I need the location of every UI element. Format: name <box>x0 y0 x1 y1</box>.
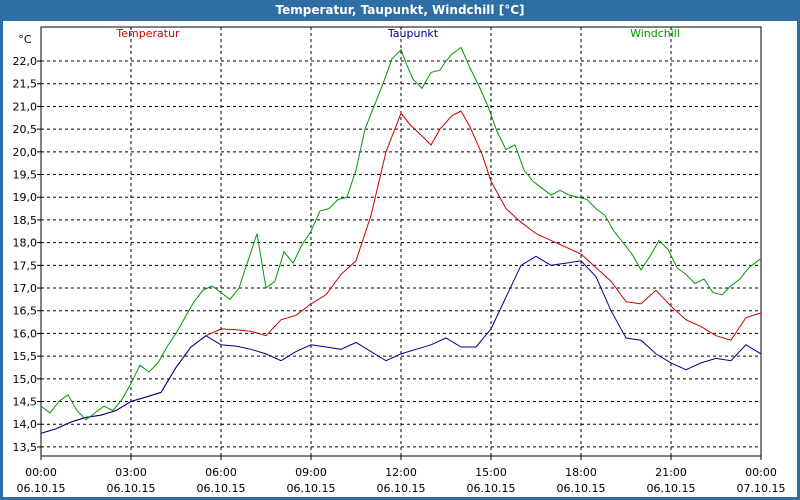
x-tick-time-label: 09:00 <box>295 466 327 479</box>
y-tick-label: 15,0 <box>13 373 38 386</box>
x-tick-date-label: 06.10.15 <box>197 482 246 495</box>
y-tick-label: 21,5 <box>13 78 38 91</box>
x-tick-time-label: 18:00 <box>565 466 597 479</box>
x-tick-date-label: 07.10.15 <box>737 482 786 495</box>
y-tick-label: 17,0 <box>13 282 38 295</box>
x-tick-time-label: 06:00 <box>205 466 237 479</box>
x-tick-date-label: 06.10.15 <box>647 482 696 495</box>
chart-title: Temperatur, Taupunkt, Windchill [°C] <box>0 0 800 21</box>
plot-panel: 13,5 14,0 14,5 15,0 15,5 16,0 16,5 17,0 17,5 18,0… <box>3 21 797 497</box>
y-tick-label: 22,0 <box>13 55 38 68</box>
x-tick-date-label: 06.10.15 <box>107 482 156 495</box>
legend-windchill: Windchill <box>630 27 680 40</box>
y-tick-label: 14,0 <box>13 418 38 431</box>
x-tick-date-label: 06.10.15 <box>17 482 66 495</box>
y-tick-label: 17,5 <box>13 259 38 272</box>
y-tick-label: 20,5 <box>13 123 38 136</box>
chart-svg: 13,5 14,0 14,5 15,0 15,5 16,0 16,5 17,0 17,5 18,0… <box>13 26 786 495</box>
x-tick-time-label: 12:00 <box>385 466 417 479</box>
plot-frame <box>40 26 762 457</box>
legend-temperatur: Temperatur <box>115 27 180 40</box>
y-tick-label: 19,5 <box>13 169 38 182</box>
legend-taupunkt: Taupunkt <box>387 27 439 40</box>
y-tick-label: 18,5 <box>13 214 38 227</box>
series-line-windchill <box>40 46 762 421</box>
x-tick-time-label: 21:00 <box>655 466 687 479</box>
y-tick-label: 16,0 <box>13 327 38 340</box>
x-tick-date-label: 06.10.15 <box>287 482 336 495</box>
y-tick-label: 14,5 <box>13 396 38 409</box>
y-tick-label: 16,5 <box>13 305 38 318</box>
x-tick-time-label: 00:00 <box>25 466 57 479</box>
series-line-taupunkt <box>40 255 762 434</box>
y-tick-label: 18,0 <box>13 237 38 250</box>
y-tick-label: 13,5 <box>13 441 38 454</box>
x-tick-time-label: 00:00 <box>745 466 777 479</box>
y-tick-label: 19,0 <box>13 191 38 204</box>
y-axis-unit-label: °C <box>18 33 32 46</box>
y-tick-label: 20,0 <box>13 146 38 159</box>
x-tick-time-label: 03:00 <box>115 466 147 479</box>
x-tick-date-label: 06.10.15 <box>377 482 426 495</box>
x-tick-time-label: 15:00 <box>475 466 507 479</box>
y-tick-label: 21,0 <box>13 100 38 113</box>
y-tick-label: 15,5 <box>13 350 38 363</box>
x-tick-date-label: 06.10.15 <box>557 482 606 495</box>
x-tick-date-label: 06.10.15 <box>467 482 516 495</box>
